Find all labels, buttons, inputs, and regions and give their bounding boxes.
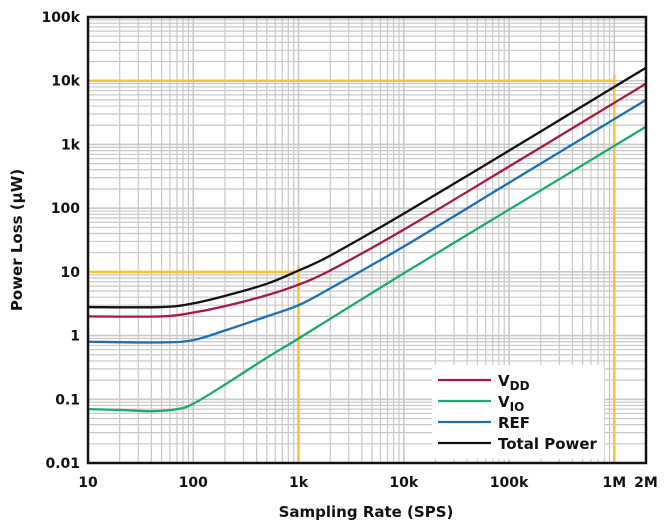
x-tick-label: 10 — [78, 475, 98, 491]
y-tick-label: 0.01 — [45, 456, 80, 472]
legend-label: Total Power — [498, 435, 598, 453]
series-line-total-power — [87, 66, 647, 309]
x-tick-label: 100 — [179, 475, 208, 491]
series-line-vio — [87, 125, 647, 413]
y-axis-label: Power Loss (µW) — [8, 169, 26, 311]
y-tick-label: 0.1 — [55, 392, 80, 408]
x-tick-label: 2M — [634, 475, 658, 491]
y-tick-label: 1 — [70, 329, 80, 345]
x-tick-label: 1M — [602, 475, 626, 491]
x-tick-label: 100k — [490, 475, 529, 491]
y-tick-label: 100k — [41, 10, 80, 26]
x-tick-label: 1k — [289, 475, 309, 491]
y-tick-label: 10k — [51, 74, 80, 90]
reference-lines — [88, 74, 616, 463]
y-tick-labels: 0.01 0.1 1 10 100 1k 10k 100k — [41, 10, 80, 472]
y-tick-label: 1k — [61, 137, 81, 153]
x-tick-labels: 10 100 1k 10k 100k 1M 2M — [78, 475, 658, 491]
series-line-ref — [87, 98, 647, 344]
y-tick-label: 10 — [61, 265, 81, 281]
x-tick-label: 10k — [389, 475, 418, 491]
x-axis-label: Sampling Rate (SPS) — [279, 503, 454, 521]
y-tick-label: 100 — [51, 201, 80, 217]
series-lines — [87, 66, 647, 413]
plot-frame — [86, 15, 648, 465]
legend-label: REF — [498, 414, 530, 432]
legend-label: VIO — [498, 393, 524, 414]
legend-label: VDD — [498, 372, 530, 393]
series-line-vdd — [87, 82, 647, 318]
